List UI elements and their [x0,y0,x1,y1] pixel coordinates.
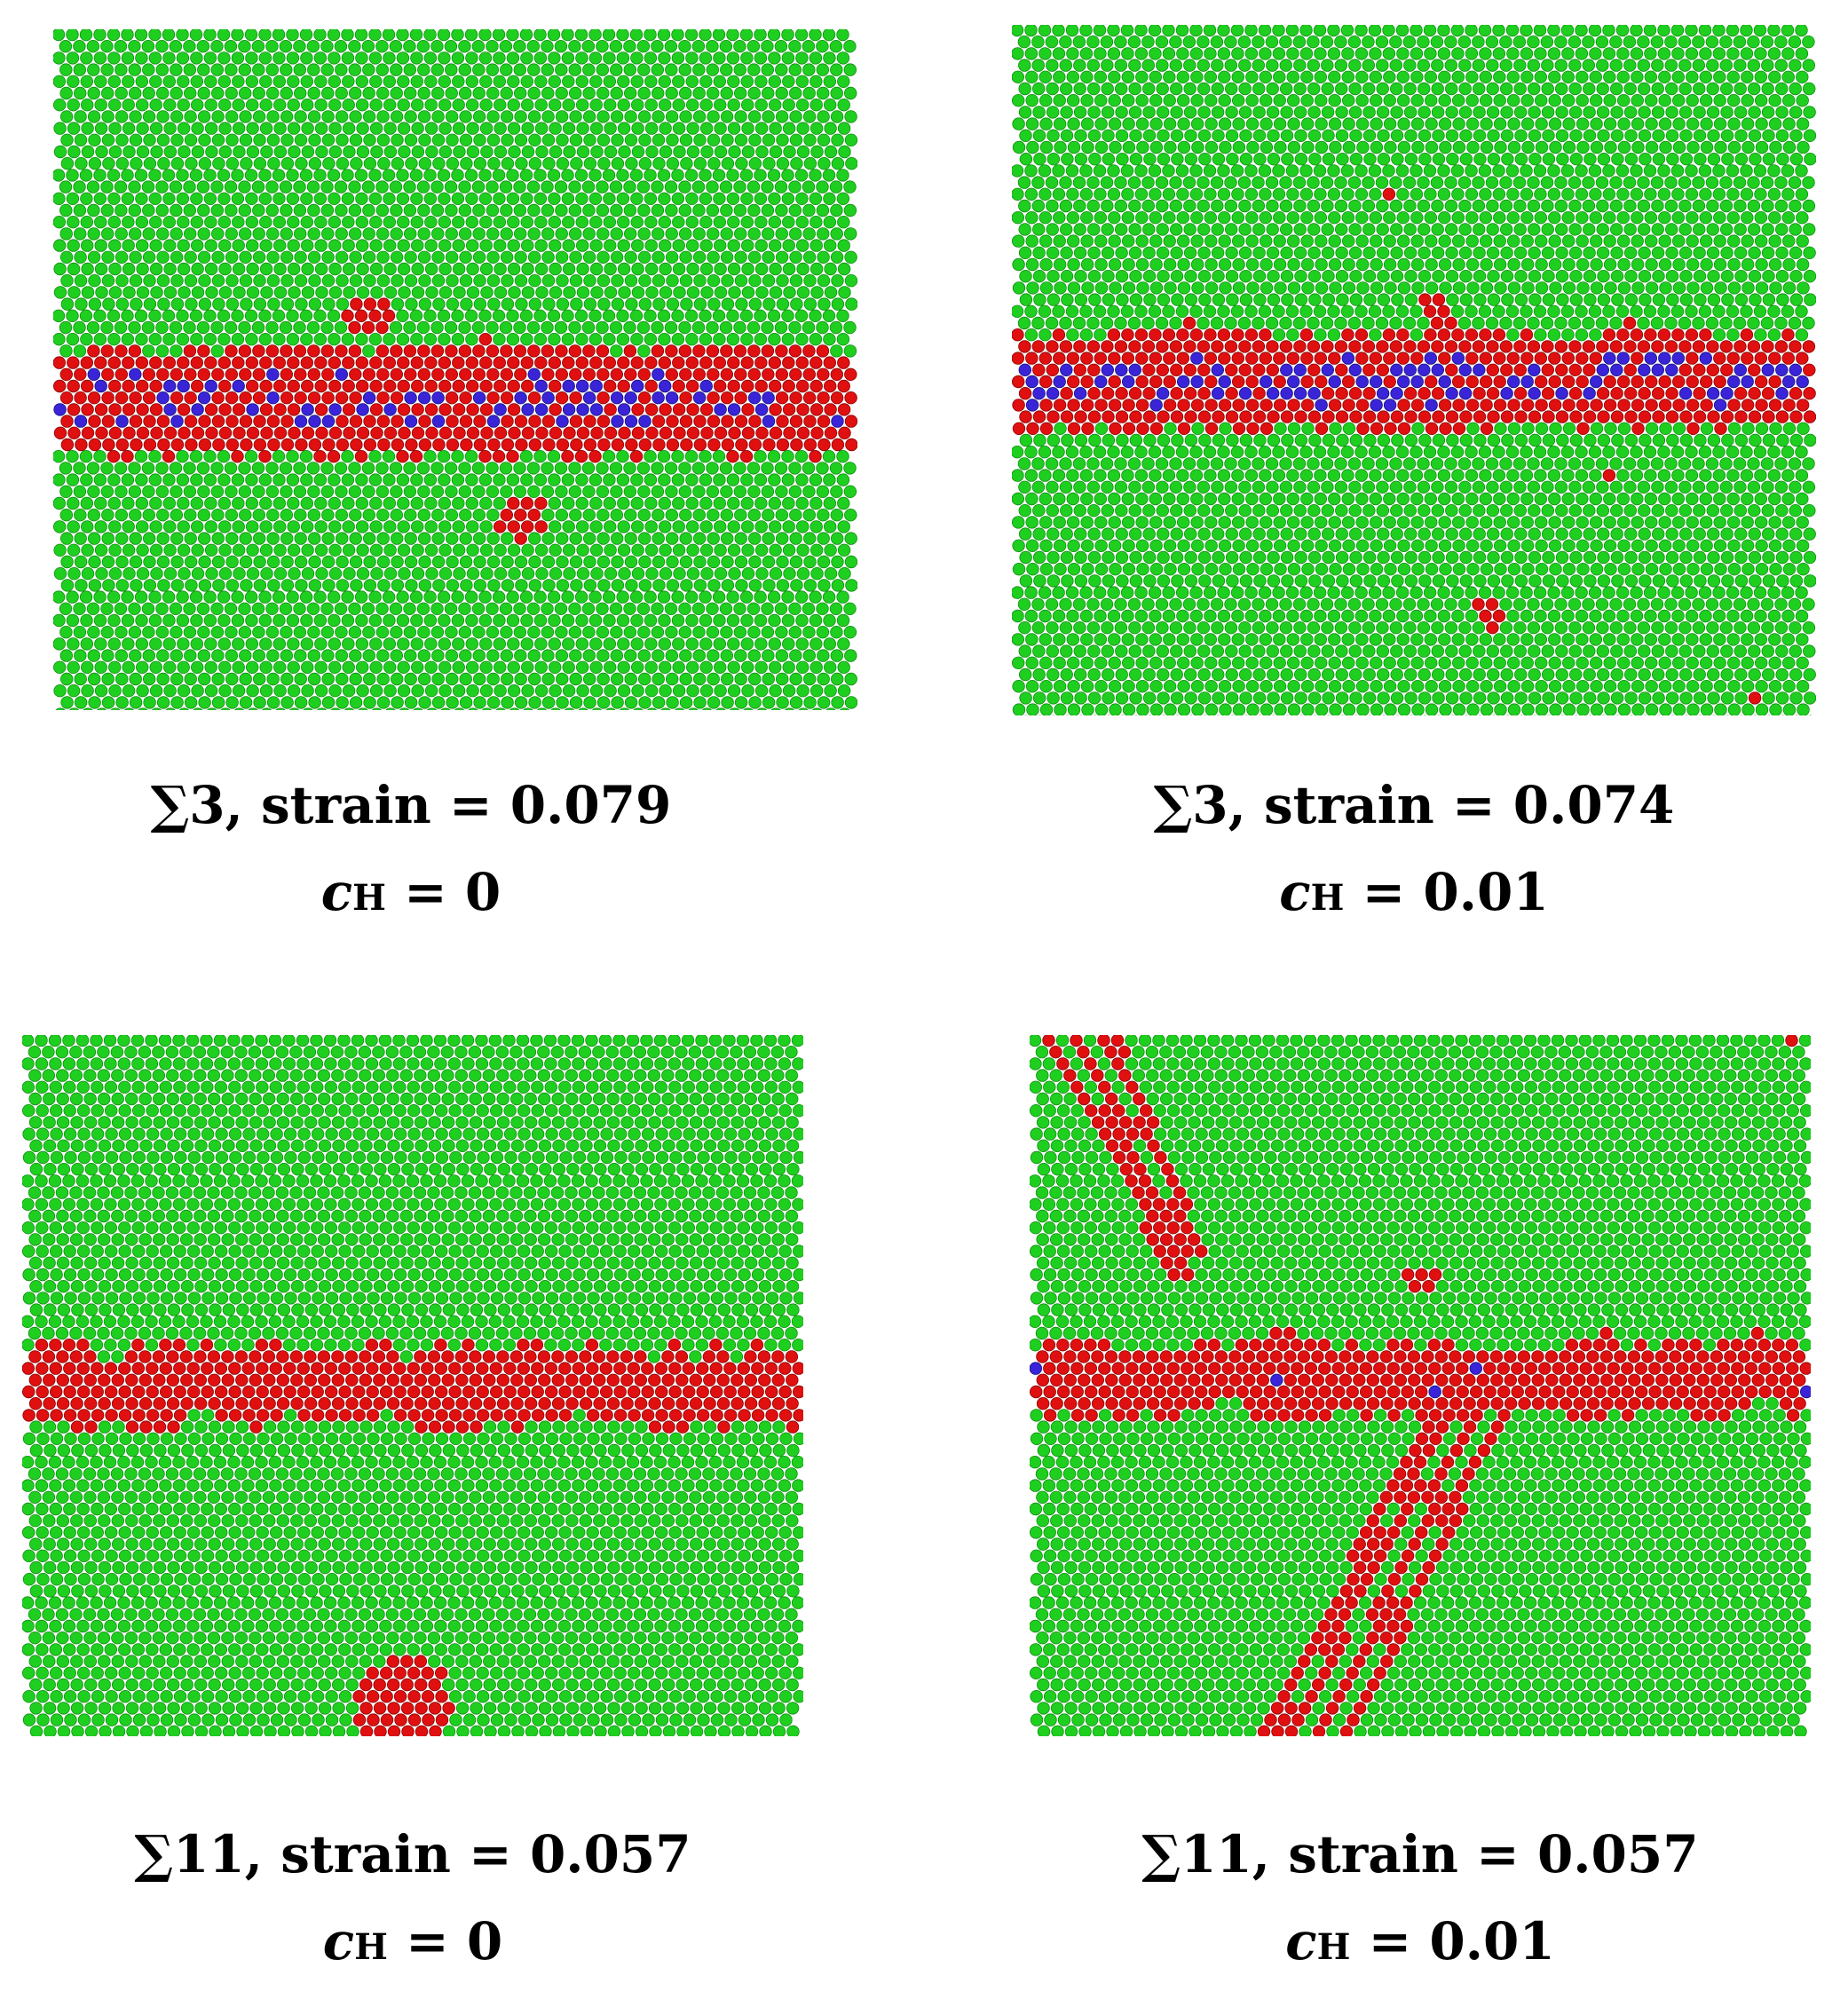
strain-label: strain = 0.079 [261,775,671,835]
conc-subscript: H [1317,1926,1351,1968]
caption-line-2: cH = 0.01 [1015,849,1813,942]
atoms-layer [22,1035,803,1736]
panel-caption: ∑11, strain = 0.057 cH = 0.01 [1021,1811,1820,1991]
boundary-label: ∑11 [134,1824,244,1884]
atoms-layer [1030,1035,1811,1736]
atom-lattice-image [1012,25,1816,715]
conc-symbol: c [321,862,352,922]
conc-value: = 0.01 [1362,862,1549,922]
panel-caption: ∑3, strain = 0.079 cH = 0 [12,762,810,942]
caption-line-1: ∑11, strain = 0.057 [1021,1811,1820,1898]
caption-line-1: ∑3, strain = 0.079 [12,762,810,849]
strain-label: strain = 0.074 [1264,775,1674,835]
atomistic-snapshot-sigma3-ch001 [1012,25,1816,715]
caption-line-1: ∑11, strain = 0.057 [13,1811,812,1898]
conc-subscript: H [1311,877,1345,919]
boundary-label: ∑3 [151,775,225,835]
conc-value: = 0 [404,862,501,922]
conc-value: = 0 [406,1911,502,1971]
boundary-label: ∑11 [1141,1824,1252,1884]
atoms-layer [53,29,857,710]
boundary-label: ∑3 [1154,775,1228,835]
atom-lattice-image [53,29,857,710]
atom-lattice-image [1030,1035,1811,1736]
caption-line-2: cH = 0.01 [1021,1898,1820,1991]
atom-lattice-image [22,1035,803,1736]
conc-symbol: c [323,1911,354,1971]
atomistic-snapshot-sigma11-ch001 [1030,1035,1811,1736]
atoms-layer [1012,25,1816,715]
caption-line-2: cH = 0 [12,849,810,942]
caption-line-2: cH = 0 [13,1898,812,1991]
conc-subscript: H [352,877,386,919]
strain-label: strain = 0.057 [280,1824,691,1884]
caption-line-1: ∑3, strain = 0.074 [1015,762,1813,849]
atomistic-snapshot-sigma11-ch0 [22,1035,803,1736]
panel-caption: ∑11, strain = 0.057 cH = 0 [13,1811,812,1991]
conc-symbol: c [1279,862,1310,922]
atomistic-snapshot-sigma3-ch0 [53,29,857,710]
conc-value: = 0.01 [1369,1911,1555,1971]
conc-symbol: c [1285,1911,1316,1971]
strain-label: strain = 0.057 [1288,1824,1698,1884]
panel-caption: ∑3, strain = 0.074 cH = 0.01 [1015,762,1813,942]
conc-subscript: H [354,1926,388,1968]
